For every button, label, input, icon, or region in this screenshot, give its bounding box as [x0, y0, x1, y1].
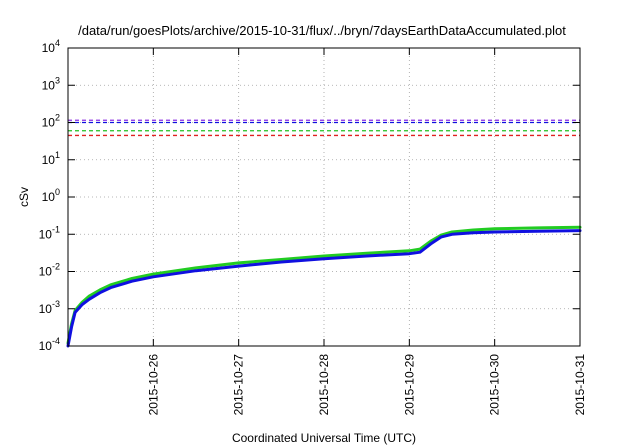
y-tick-label: 100 — [42, 187, 60, 204]
x-tick-label: 2015-10-29 — [402, 354, 416, 416]
series-line — [66, 229, 582, 348]
y-tick-label: 10-1 — [39, 224, 60, 241]
x-axis-label: Coordinated Universal Time (UTC) — [232, 431, 416, 445]
y-tick-label: 104 — [42, 38, 60, 55]
chart-title: /data/run/goesPlots/archive/2015-10-31/f… — [78, 23, 566, 38]
y-tick-label: 102 — [42, 113, 60, 130]
grid — [68, 48, 580, 346]
y-tick-labels: 10-4 10-3 10-2 10-1 100 101 102 103 104 — [39, 38, 60, 353]
x-tick-label: 2015-10-27 — [232, 354, 246, 416]
threshold-lines — [68, 119, 580, 137]
y-tick-label: 10-3 — [39, 299, 60, 316]
x-tick-label: 2015-10-31 — [573, 354, 587, 416]
series-lines — [66, 225, 582, 348]
y-tick-label: 10-4 — [39, 336, 60, 353]
x-tick-label: 2015-10-26 — [146, 354, 160, 416]
y-tick-label: 101 — [42, 150, 60, 167]
series-line — [66, 225, 582, 345]
y-axis-label: cSv — [17, 187, 31, 207]
y-tick-label: 103 — [42, 75, 60, 92]
x-tick-labels: 2015-10-26 2015-10-27 2015-10-28 2015-10-29… — [146, 354, 587, 416]
x-tick-label: 2015-10-28 — [317, 354, 331, 416]
y-tick-label: 10-2 — [39, 262, 60, 279]
axis-ticks — [68, 47, 581, 347]
x-tick-label: 2015-10-30 — [488, 354, 502, 416]
